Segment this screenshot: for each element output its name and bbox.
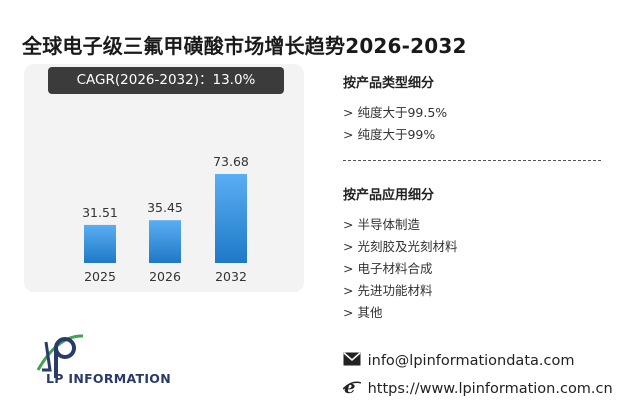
bar-2032 (215, 174, 247, 263)
email-text: info@lpinformationdata.com (367, 353, 575, 369)
cagr-badge: CAGR(2026-2032)：13.0% (48, 67, 284, 94)
svg-text:e: e (344, 378, 355, 396)
bar-2026 (149, 220, 181, 263)
browser-e-icon: e (342, 377, 363, 400)
page-title: 全球电子级三氟甲磺酸市场增长趋势2026-2032 (22, 34, 467, 58)
bar-chart: 31.51 2025 35.45 2026 73.68 2032 (82, 154, 249, 284)
product-type-heading: 按产品类型细分 (343, 76, 435, 91)
bar-2025 (84, 224, 116, 263)
product-type-item: > 纯度大于99.5% (343, 105, 448, 120)
section-divider (343, 160, 601, 161)
application-item: > 先进功能材料 (343, 283, 433, 298)
website-contact[interactable]: e https://www.lpinformation.com.cn (342, 377, 613, 400)
product-type-item: > 纯度大于99% (343, 127, 436, 142)
email-contact[interactable]: info@lpinformationdata.com (343, 352, 574, 370)
value-label-2026: 35.45 (147, 200, 183, 215)
category-label-2025: 2025 (84, 269, 116, 284)
value-label-2025: 31.51 (82, 205, 118, 220)
application-item: > 光刻胶及光刻材料 (343, 239, 458, 254)
lp-logo-mark (36, 334, 84, 378)
value-label-2032: 73.68 (213, 154, 249, 169)
website-text: https://www.lpinformation.com.cn (367, 381, 613, 397)
application-heading: 按产品应用细分 (343, 188, 435, 203)
category-label-2026: 2026 (149, 269, 181, 284)
envelope-icon (343, 352, 363, 370)
category-label-2032: 2032 (215, 269, 247, 284)
lp-logo-text: LP INFORMATION (46, 371, 171, 386)
application-item: > 半导体制造 (343, 217, 420, 232)
application-item: > 电子材料合成 (343, 261, 433, 276)
application-item: > 其他 (343, 305, 383, 320)
